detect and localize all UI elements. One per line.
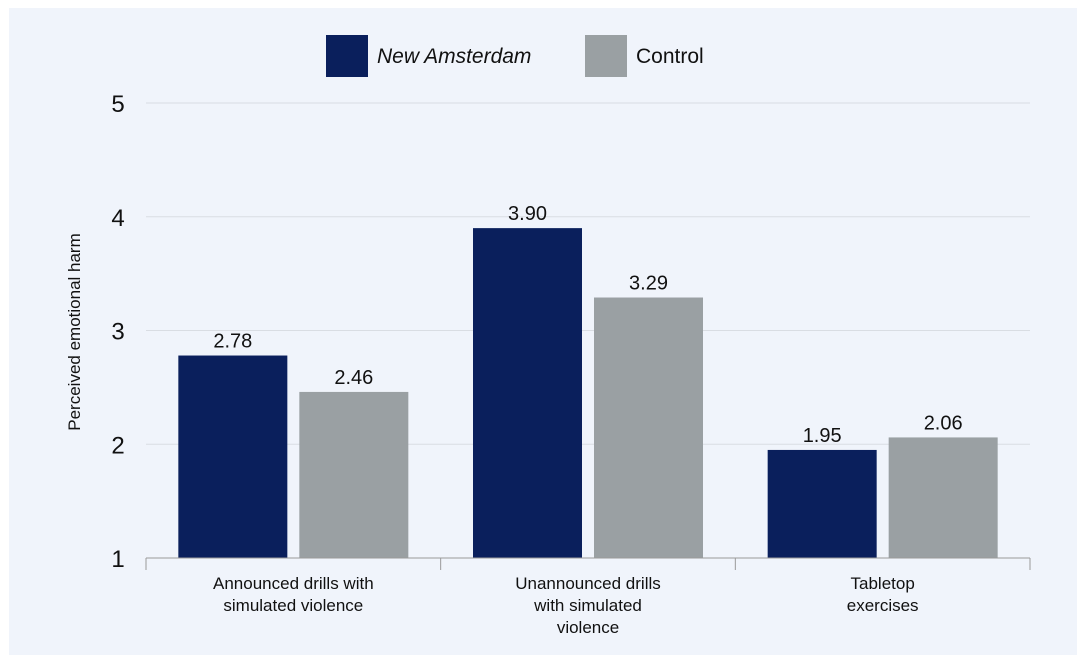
category-label: Announced drills with simulated violence [213, 574, 374, 615]
legend-label: Control [636, 45, 704, 68]
legend: New Amsterdam Control [326, 35, 704, 77]
legend-swatch [326, 35, 368, 77]
data-labels: 2.78 2.46 3.90 3.29 1.95 2.06 [213, 203, 962, 447]
data-label: 3.90 [508, 203, 547, 225]
y-tick-label: 5 [111, 91, 124, 118]
data-label: 2.78 [213, 331, 252, 353]
legend-label: New Amsterdam [377, 45, 531, 68]
bars [178, 228, 998, 558]
y-tick-label: 2 [111, 432, 124, 459]
category-labels: Announced drills with simulated violence U… [213, 574, 919, 637]
legend-swatch [585, 35, 627, 77]
bar [888, 437, 998, 558]
y-tick-label: 3 [111, 319, 124, 346]
bar [299, 391, 409, 558]
x-axis [145, 557, 1031, 570]
y-tick-label: 4 [111, 205, 124, 232]
data-label: 3.29 [629, 273, 668, 295]
data-label: 1.95 [803, 425, 842, 447]
bar [178, 355, 288, 558]
data-label: 2.46 [334, 367, 373, 389]
y-axis-ticks: 1 2 3 4 5 [111, 91, 124, 573]
category-label: Unannounced drills with simulated violence [515, 574, 661, 637]
gridlines [146, 102, 1030, 445]
bar [473, 228, 582, 558]
bar [594, 297, 703, 558]
bar [767, 449, 877, 558]
y-tick-label: 1 [111, 546, 124, 573]
y-axis-label: Perceived emotional harm [65, 233, 84, 430]
category-label: Tabletop exercises [847, 574, 919, 615]
data-label: 2.06 [924, 412, 963, 434]
